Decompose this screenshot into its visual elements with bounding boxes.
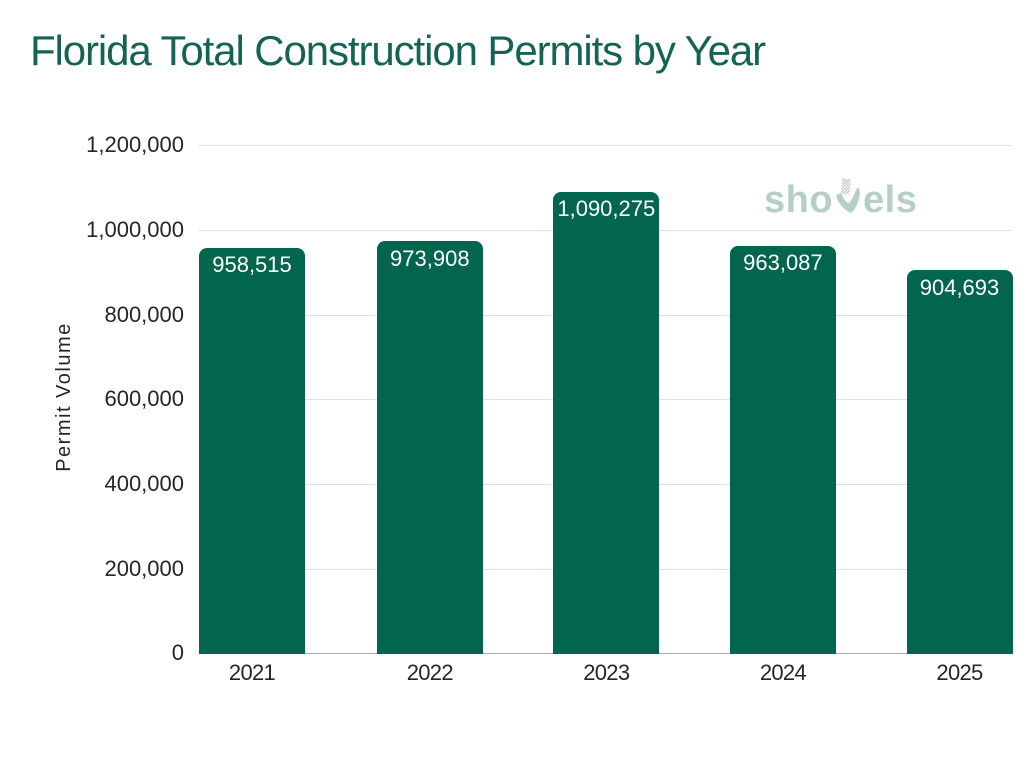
svg-text:sho: sho — [764, 179, 833, 221]
svg-text:els: els — [863, 179, 917, 221]
